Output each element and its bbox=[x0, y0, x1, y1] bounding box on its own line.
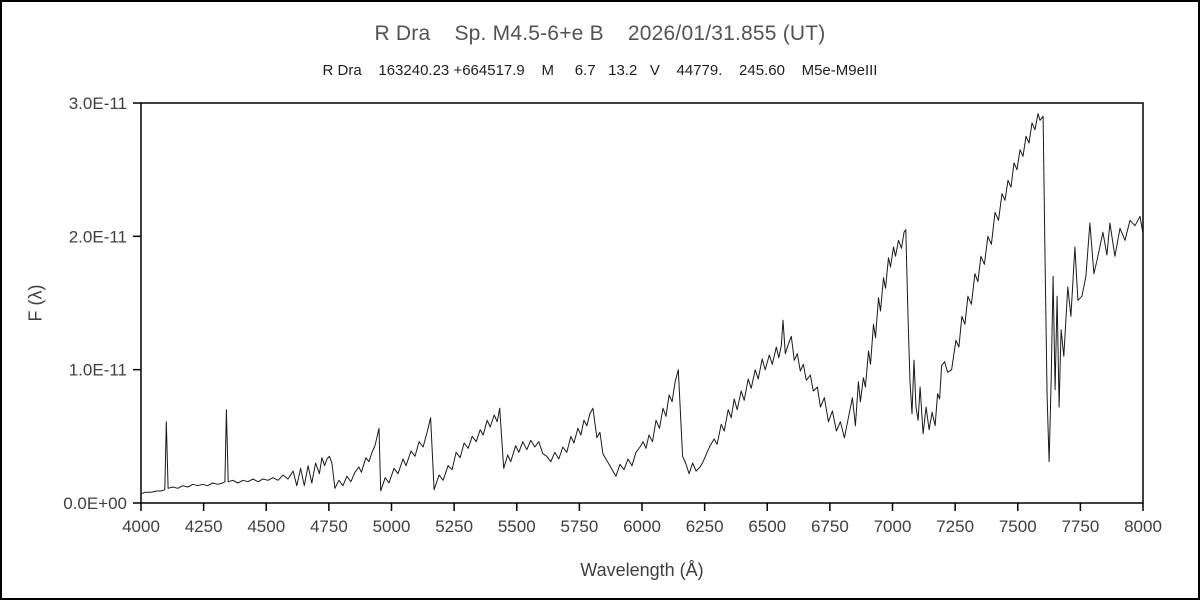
x-tick-label: 7250 bbox=[936, 517, 974, 536]
x-tick-label: 7750 bbox=[1061, 517, 1099, 536]
x-tick-label: 6500 bbox=[748, 517, 786, 536]
x-tick-label: 5500 bbox=[498, 517, 536, 536]
x-tick-label: 7000 bbox=[874, 517, 912, 536]
x-tick-label: 4500 bbox=[247, 517, 285, 536]
x-tick-label: 6250 bbox=[686, 517, 724, 536]
x-tick-label: 5250 bbox=[435, 517, 473, 536]
y-tick-label: 2.0E-11 bbox=[69, 227, 127, 246]
y-tick-label: 1.0E-11 bbox=[69, 361, 127, 380]
x-tick-label: 4000 bbox=[122, 517, 160, 536]
x-tick-label: 6000 bbox=[623, 517, 661, 536]
x-tick-label: 5000 bbox=[373, 517, 411, 536]
chart-subtitle: R Dra 163240.23 +664517.9 M 6.7 13.2 V 4… bbox=[322, 62, 878, 79]
y-tick-label: 0.0E+00 bbox=[63, 494, 127, 513]
x-tick-label: 4750 bbox=[310, 517, 348, 536]
x-tick-label: 8000 bbox=[1124, 517, 1162, 536]
chart-title: R Dra Sp. M4.5-6+e B 2026/01/31.855 (UT) bbox=[374, 22, 826, 45]
x-tick-label: 5750 bbox=[560, 517, 598, 536]
x-tick-label: 6750 bbox=[811, 517, 849, 536]
x-tick-label: 4250 bbox=[185, 517, 223, 536]
x-axis-title: Wavelength (Å) bbox=[580, 560, 704, 580]
x-tick-label: 7500 bbox=[999, 517, 1037, 536]
spectrum-line bbox=[140, 113, 1144, 495]
y-tick-label: 3.0E-11 bbox=[69, 94, 127, 113]
